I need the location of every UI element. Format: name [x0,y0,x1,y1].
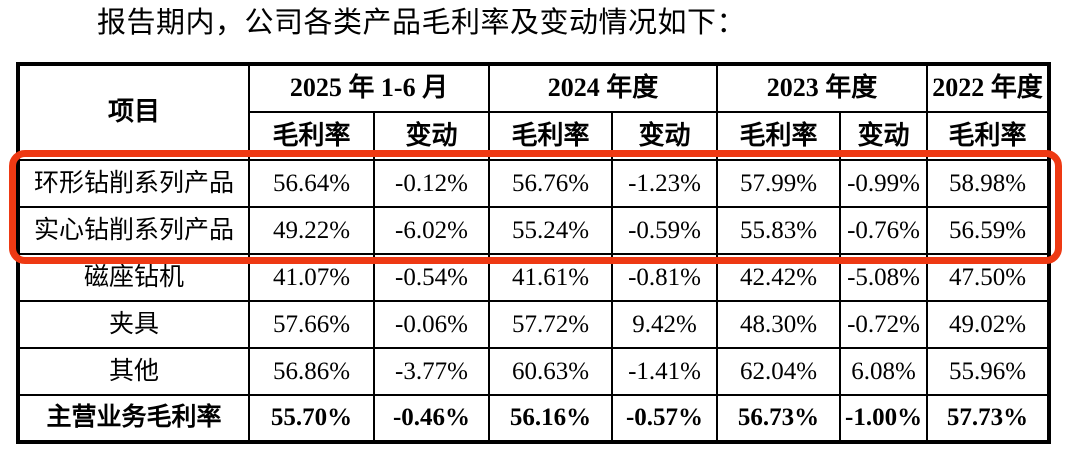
header-2023-change: 变动 [839,111,929,161]
cell-value: -0.57% [611,394,719,443]
cell-value: 58.98% [926,159,1051,208]
cell-value: -0.46% [372,394,491,443]
row-label: 其他 [17,347,250,396]
cell-value: -0.99% [839,159,929,208]
table-row-annular-drilling: 环形钻削系列产品 56.64% -0.12% 56.76% -1.23% 57.… [17,159,1051,208]
row-label: 磁座钻机 [17,253,250,302]
gross-margin-table: 项目 2025 年 1-6 月 2024 年度 2023 年度 2022 年度 … [16,62,1052,444]
table-row-other: 其他 56.86% -3.77% 60.63% -1.41% 62.04% 6.… [17,347,1051,396]
cell-value: 56.76% [488,159,614,208]
cell-value: 56.64% [248,159,375,208]
cell-value: 47.50% [926,253,1051,302]
cell-value: 41.61% [488,253,614,302]
table-row-main-business-total: 主营业务毛利率 55.70% -0.46% 56.16% -0.57% 56.7… [17,394,1051,443]
header-period-2022: 2022 年度 [926,63,1051,113]
row-label: 主营业务毛利率 [17,394,250,443]
cell-value: 56.73% [716,394,842,443]
cell-value: 49.22% [248,206,375,255]
header-2022-margin: 毛利率 [926,111,1051,161]
cell-value: -0.06% [372,300,491,349]
header-row-periods: 项目 2025 年 1-6 月 2024 年度 2023 年度 2022 年度 [17,63,1051,161]
gross-margin-table-wrap: 项目 2025 年 1-6 月 2024 年度 2023 年度 2022 年度 … [16,62,1052,444]
header-item: 项目 [17,63,250,161]
cell-value: 55.70% [248,394,375,443]
table-row-fixtures: 夹具 57.66% -0.06% 57.72% 9.42% 48.30% -0.… [17,300,1051,349]
header-period-2025: 2025 年 1-6 月 [247,63,491,113]
header-2025-margin: 毛利率 [248,111,375,161]
cell-value: 57.72% [488,300,614,349]
table-row-magnetic-drill: 磁座钻机 41.07% -0.54% 41.61% -0.81% 42.42% … [17,253,1051,302]
cell-value: -0.12% [372,159,491,208]
cell-value: -0.76% [839,206,929,255]
row-label: 实心钻削系列产品 [17,206,250,255]
header-2024-margin: 毛利率 [488,111,614,161]
cell-value: 57.66% [248,300,375,349]
cell-value: -0.81% [611,253,719,302]
cell-value: -1.41% [611,347,719,396]
header-2025-change: 变动 [372,111,491,161]
cell-value: -1.00% [839,394,929,443]
cell-value: 48.30% [716,300,842,349]
cell-value: 9.42% [611,300,719,349]
cell-value: 6.08% [839,347,929,396]
page-title: 报告期内，公司各类产品毛利率及变动情况如下： [97,7,747,39]
cell-value: 56.86% [248,347,375,396]
cell-value: 49.02% [926,300,1051,349]
table-row-solid-drilling: 实心钻削系列产品 49.22% -6.02% 55.24% -0.59% 55.… [17,206,1051,255]
cell-value: 56.16% [488,394,614,443]
cell-value: -6.02% [372,206,491,255]
cell-value: 55.24% [488,206,614,255]
cell-value: -1.23% [611,159,719,208]
cell-value: 62.04% [716,347,842,396]
header-period-2023: 2023 年度 [716,63,929,113]
header-2023-margin: 毛利率 [716,111,842,161]
cell-value: 41.07% [248,253,375,302]
cell-value: -0.54% [372,253,491,302]
cell-value: -0.72% [839,300,929,349]
cell-value: 55.83% [716,206,842,255]
cell-value: 42.42% [716,253,842,302]
header-period-2024: 2024 年度 [488,63,719,113]
cell-value: 56.59% [926,206,1051,255]
row-label: 夹具 [17,300,250,349]
row-label: 环形钻削系列产品 [17,159,250,208]
cell-value: 57.99% [716,159,842,208]
cell-value: 55.96% [926,347,1051,396]
cell-value: 57.73% [926,394,1051,443]
cell-value: -5.08% [839,253,929,302]
header-2024-change: 变动 [611,111,719,161]
cell-value: -0.59% [611,206,719,255]
cell-value: -3.77% [372,347,491,396]
cell-value: 60.63% [488,347,614,396]
